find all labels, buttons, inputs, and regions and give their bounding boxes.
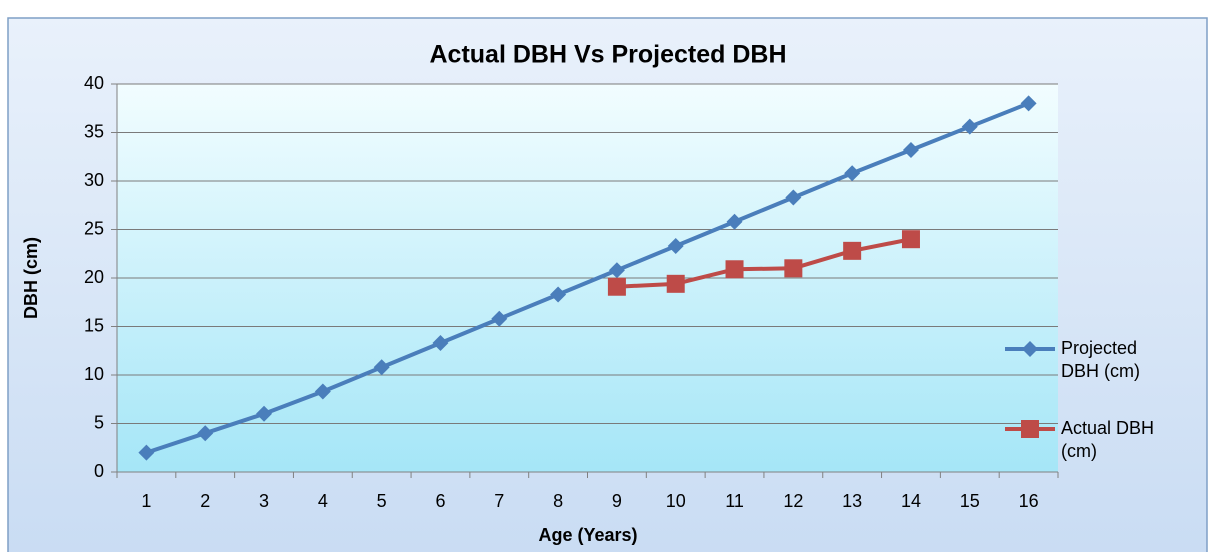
y-axis-label: DBH (cm) — [21, 237, 41, 319]
x-tick-label: 12 — [783, 491, 803, 511]
y-tick-label: 35 — [84, 121, 104, 141]
x-tick-label: 7 — [494, 491, 504, 511]
x-tick-label: 1 — [141, 491, 151, 511]
data-point — [667, 237, 684, 254]
data-point — [314, 383, 331, 400]
y-tick-label: 0 — [94, 461, 104, 481]
x-tick-label: 2 — [200, 491, 210, 511]
data-point — [961, 118, 978, 135]
data-point — [256, 405, 273, 422]
y-tick-label: 10 — [84, 364, 104, 384]
data-point — [844, 165, 861, 182]
x-tick-label: 13 — [842, 491, 862, 511]
y-tick-label: 5 — [94, 412, 104, 432]
y-tick-label: 40 — [84, 73, 104, 93]
x-tick-label: 9 — [612, 491, 622, 511]
data-point — [666, 274, 685, 293]
data-point — [784, 259, 803, 278]
x-tick-label: 3 — [259, 491, 269, 511]
series-line — [616, 237, 912, 289]
x-axis-label: Age (Years) — [538, 525, 637, 545]
data-point — [607, 277, 626, 296]
data-point — [432, 334, 449, 351]
data-point — [550, 286, 567, 303]
data-point — [902, 141, 919, 158]
chart-title: Actual DBH Vs Projected DBH — [429, 41, 786, 69]
y-tick-label: 30 — [84, 170, 104, 190]
data-point — [491, 310, 508, 327]
data-point — [138, 444, 155, 461]
legend-label: Actual DBH (cm) — [1061, 418, 1155, 461]
data-point — [373, 359, 390, 376]
data-point — [725, 260, 744, 279]
data-point — [843, 241, 862, 260]
x-tick-label: 10 — [666, 491, 686, 511]
data-point — [726, 213, 743, 230]
x-tick-label: 6 — [435, 491, 445, 511]
data-point — [901, 230, 920, 249]
data-point — [1020, 95, 1037, 112]
x-tick-label: 4 — [318, 491, 328, 511]
legend-label: Projected DBH (cm) — [1061, 338, 1140, 381]
y-tick-label: 15 — [84, 315, 104, 335]
legend-marker — [1022, 341, 1038, 357]
x-tick-label: 11 — [725, 491, 744, 511]
data-point — [608, 262, 625, 279]
x-tick-label: 8 — [553, 491, 563, 511]
x-tick-label: 14 — [901, 491, 921, 511]
data-point — [197, 425, 214, 442]
y-tick-label: 25 — [84, 218, 104, 238]
y-tick-label: 20 — [84, 267, 104, 287]
x-tick-label: 15 — [960, 491, 980, 511]
x-tick-label: 5 — [377, 491, 387, 511]
data-point — [785, 189, 802, 206]
legend-marker — [1021, 420, 1039, 438]
series-line — [145, 101, 1030, 455]
x-tick-label: 16 — [1019, 491, 1039, 511]
